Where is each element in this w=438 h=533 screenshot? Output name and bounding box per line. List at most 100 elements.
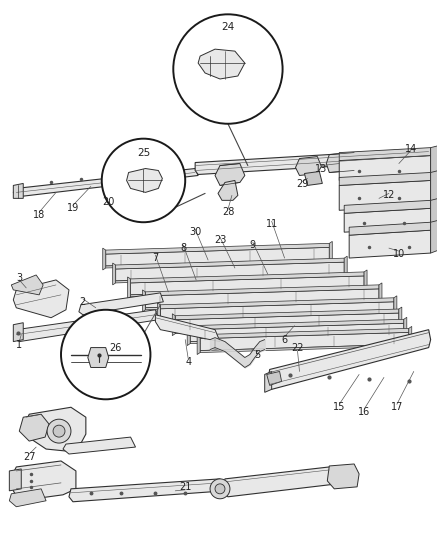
Polygon shape (113, 263, 116, 285)
Text: 13: 13 (315, 164, 328, 174)
Polygon shape (200, 344, 409, 352)
Polygon shape (19, 414, 49, 441)
Polygon shape (339, 181, 431, 211)
Text: 2: 2 (80, 297, 86, 307)
Polygon shape (296, 157, 321, 175)
Polygon shape (329, 241, 332, 261)
Polygon shape (145, 285, 379, 296)
Text: 24: 24 (221, 22, 235, 33)
Polygon shape (145, 289, 379, 308)
Polygon shape (222, 467, 339, 497)
Polygon shape (344, 208, 431, 232)
Polygon shape (404, 317, 407, 337)
Polygon shape (9, 469, 21, 491)
Polygon shape (131, 272, 364, 283)
Circle shape (47, 419, 71, 443)
Circle shape (53, 425, 65, 437)
Polygon shape (69, 479, 225, 502)
Polygon shape (13, 280, 69, 318)
Polygon shape (431, 171, 438, 205)
Text: 18: 18 (33, 210, 45, 220)
Polygon shape (116, 258, 344, 269)
Polygon shape (88, 348, 109, 367)
Polygon shape (339, 156, 431, 181)
Text: 28: 28 (222, 207, 234, 217)
Text: 1: 1 (16, 340, 22, 350)
Text: 12: 12 (383, 190, 395, 200)
Polygon shape (23, 407, 86, 451)
Polygon shape (431, 146, 438, 175)
Polygon shape (344, 256, 347, 276)
Polygon shape (431, 220, 438, 253)
Text: 7: 7 (152, 253, 159, 263)
Polygon shape (190, 335, 404, 344)
Polygon shape (268, 330, 431, 389)
Text: 11: 11 (265, 219, 278, 229)
Polygon shape (116, 262, 344, 281)
Text: 10: 10 (393, 249, 405, 259)
Polygon shape (16, 310, 159, 342)
Polygon shape (349, 230, 431, 258)
Polygon shape (349, 222, 431, 235)
Text: 22: 22 (291, 343, 304, 352)
Polygon shape (190, 323, 404, 342)
Text: 17: 17 (391, 402, 403, 412)
Polygon shape (11, 461, 76, 501)
Polygon shape (131, 288, 364, 297)
Polygon shape (155, 315, 220, 342)
Polygon shape (9, 489, 46, 507)
Text: 25: 25 (137, 148, 150, 158)
Polygon shape (13, 168, 198, 196)
Polygon shape (265, 372, 272, 392)
Polygon shape (175, 313, 399, 332)
Text: 15: 15 (333, 402, 346, 412)
Polygon shape (145, 301, 379, 310)
Text: 6: 6 (282, 335, 288, 345)
Text: 3: 3 (16, 273, 22, 283)
Polygon shape (106, 247, 329, 266)
Polygon shape (267, 372, 282, 385)
Polygon shape (326, 152, 357, 173)
Polygon shape (399, 307, 402, 327)
Text: 16: 16 (358, 407, 370, 417)
Polygon shape (197, 333, 200, 354)
Polygon shape (195, 149, 431, 174)
Polygon shape (339, 148, 431, 160)
Polygon shape (160, 302, 394, 321)
Polygon shape (160, 298, 394, 309)
Polygon shape (160, 314, 394, 322)
Polygon shape (13, 183, 23, 198)
Polygon shape (364, 270, 367, 290)
Polygon shape (13, 322, 23, 342)
Polygon shape (131, 276, 364, 295)
Text: 14: 14 (405, 143, 417, 154)
Polygon shape (142, 290, 145, 312)
Circle shape (61, 310, 150, 399)
Polygon shape (116, 274, 344, 283)
Polygon shape (157, 303, 160, 325)
Polygon shape (215, 164, 245, 185)
Polygon shape (327, 464, 359, 489)
Text: 27: 27 (23, 452, 35, 462)
Polygon shape (106, 244, 329, 254)
Polygon shape (431, 198, 438, 227)
Polygon shape (172, 314, 175, 336)
Polygon shape (339, 173, 431, 185)
Polygon shape (187, 324, 190, 345)
Text: 30: 30 (189, 227, 201, 237)
Circle shape (215, 484, 225, 494)
Polygon shape (11, 275, 43, 295)
Text: 9: 9 (250, 240, 256, 250)
Polygon shape (103, 248, 106, 270)
Text: 4: 4 (185, 357, 191, 367)
Text: 19: 19 (67, 203, 79, 213)
Text: 21: 21 (179, 482, 191, 492)
Polygon shape (198, 49, 245, 79)
Polygon shape (175, 325, 399, 334)
Text: 29: 29 (296, 180, 309, 189)
Polygon shape (394, 296, 397, 316)
Polygon shape (409, 326, 412, 346)
Polygon shape (218, 181, 238, 200)
Polygon shape (190, 319, 404, 330)
Polygon shape (79, 293, 163, 315)
